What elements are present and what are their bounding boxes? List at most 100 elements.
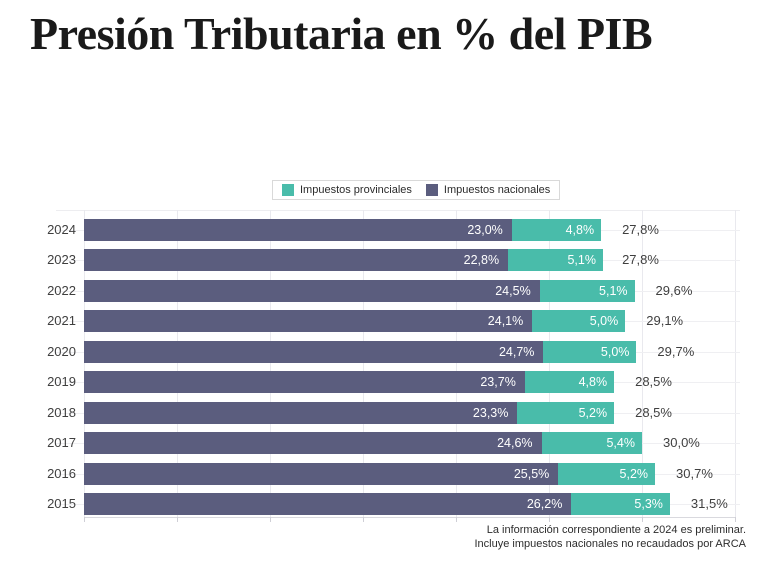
- bar-segment-provinciales: 5,0%: [543, 340, 637, 363]
- bar-segment-nacionales: 23,7%: [84, 371, 525, 393]
- chart-row: 2023 22,8% 5,1% 27,8%: [0, 249, 768, 271]
- bar-segment-nacionales: 23,0%: [84, 218, 512, 241]
- chart-row: 2017 24,6% 5,4% 30,0%: [0, 432, 768, 454]
- year-label: 2017: [47, 435, 76, 450]
- bar-segment-provinciales: 4,8%: [511, 218, 602, 241]
- value-label-provinciales: 4,8%: [578, 375, 608, 389]
- vertical-gridline: [84, 210, 85, 517]
- value-label-nacionales: 26,2%: [526, 497, 563, 511]
- value-label-provinciales: 5,2%: [578, 405, 608, 420]
- legend-swatch-nacionales-icon: [425, 184, 438, 196]
- vertical-gridline: [642, 210, 643, 517]
- value-label-provinciales: 5,1%: [567, 253, 596, 267]
- value-label-provinciales: 5,2%: [619, 466, 649, 481]
- bar-track: 23,7% 4,8%: [84, 371, 735, 393]
- value-label-nacionales: 23,3%: [472, 405, 509, 420]
- bar-track: 25,5% 5,2%: [84, 462, 735, 485]
- bar-segment-nacionales: 24,5%: [84, 279, 540, 302]
- year-label: 2021: [47, 313, 76, 328]
- year-label: 2015: [47, 496, 76, 511]
- bar-segment-provinciales: 4,8%: [524, 371, 615, 393]
- bar-track: 26,2% 5,3%: [84, 493, 735, 515]
- legend-label-provinciales: Impuestos provinciales: [300, 184, 412, 196]
- x-axis-tick: [270, 517, 271, 522]
- bar-segment-provinciales: 5,1%: [508, 249, 603, 271]
- vertical-gridline: [456, 210, 457, 517]
- x-axis-tick: [84, 517, 85, 522]
- footnote-line-1: La información correspondiente a 2024 es…: [486, 524, 746, 536]
- footnote: La información correspondiente a 2024 es…: [475, 524, 747, 551]
- bar-track: 24,1% 5,0%: [84, 310, 735, 332]
- chart-row: 2020 24,7% 5,0% 29,7%: [0, 340, 768, 363]
- value-label-nacionales: 22,8%: [463, 253, 500, 267]
- total-label: 30,0%: [663, 435, 700, 450]
- total-label: 29,7%: [657, 343, 695, 359]
- x-axis-tick: [363, 517, 364, 522]
- bar-track: 24,5% 5,1%: [84, 279, 735, 302]
- bar-segment-nacionales: 24,6%: [84, 432, 542, 454]
- value-label-nacionales: 24,5%: [495, 283, 531, 298]
- chart-row: 2022 24,5% 5,1% 29,6%: [0, 279, 768, 302]
- plot-top-border: [56, 210, 740, 211]
- chart-row: 2021 24,1% 5,0% 29,1%: [0, 310, 768, 332]
- bar-track: 24,6% 5,4%: [84, 432, 735, 454]
- bar-track: 22,8% 5,1%: [84, 249, 735, 271]
- year-label: 2016: [47, 465, 76, 481]
- value-label-provinciales: 5,1%: [599, 283, 628, 298]
- footnote-line-2: Incluye impuestos nacionales no recaudad…: [474, 537, 747, 550]
- total-label: 28,5%: [635, 404, 672, 420]
- bar-segment-provinciales: 5,2%: [517, 401, 615, 424]
- total-label: 31,5%: [690, 496, 728, 511]
- value-label-nacionales: 24,1%: [487, 314, 524, 328]
- bar-segment-provinciales: 5,1%: [539, 279, 635, 302]
- year-label: 2019: [47, 374, 76, 389]
- bar-segment-nacionales: 25,5%: [84, 462, 559, 485]
- bar-track: 24,7% 5,0%: [84, 340, 735, 363]
- value-label-nacionales: 25,5%: [513, 466, 550, 481]
- value-label-nacionales: 23,7%: [480, 375, 516, 389]
- bar-segment-nacionales: 26,2%: [84, 493, 572, 515]
- legend-swatch-provinciales-icon: [282, 184, 294, 196]
- value-label-nacionales: 23,0%: [467, 222, 503, 237]
- legend-item-nacionales: Impuestos nacionales: [425, 184, 551, 196]
- vertical-gridline: [270, 210, 271, 517]
- bar-segment-provinciales: 5,3%: [571, 493, 670, 515]
- legend-label-nacionales: Impuestos nacionales: [443, 184, 551, 196]
- value-label-provinciales: 4,8%: [565, 222, 595, 237]
- year-label: 2020: [47, 343, 76, 359]
- chart-row: 2016 25,5% 5,2% 30,7%: [0, 462, 768, 485]
- x-axis-tick: [177, 517, 178, 522]
- chart-row: 2018 23,3% 5,2% 28,5%: [0, 401, 768, 424]
- bar-segment-provinciales: 5,4%: [541, 432, 642, 454]
- value-label-nacionales: 24,7%: [498, 344, 535, 359]
- page-title: Presión Tributaria en % del PIB: [30, 8, 653, 59]
- value-label-provinciales: 5,0%: [589, 314, 619, 328]
- value-label-nacionales: 24,6%: [497, 436, 533, 450]
- bar-track: 23,0% 4,8%: [84, 218, 735, 241]
- bar-segment-provinciales: 5,0%: [532, 310, 626, 332]
- bar-segment-nacionales: 24,1%: [84, 310, 533, 332]
- vertical-gridline: [363, 210, 364, 517]
- x-axis-tick: [642, 517, 643, 522]
- value-label-provinciales: 5,4%: [606, 436, 635, 450]
- bar-segment-nacionales: 22,8%: [84, 249, 509, 271]
- year-label: 2023: [47, 252, 76, 267]
- legend: Impuestos provinciales Impuestos naciona…: [272, 180, 561, 200]
- total-label: 29,1%: [646, 313, 684, 328]
- vertical-gridline: [177, 210, 178, 517]
- x-axis-tick: [735, 517, 736, 522]
- x-axis-line: [84, 517, 735, 518]
- total-label: 27,8%: [622, 252, 659, 267]
- vertical-gridline: [735, 210, 736, 517]
- bar-segment-nacionales: 23,3%: [84, 401, 518, 424]
- chart-row: 2024 23,0% 4,8% 27,8%: [0, 218, 768, 241]
- year-label: 2022: [47, 282, 76, 298]
- total-label: 29,6%: [655, 282, 693, 298]
- vertical-gridline: [549, 210, 550, 517]
- bar-track: 23,3% 5,2%: [84, 401, 735, 424]
- chart-row: 2019 23,7% 4,8% 28,5%: [0, 371, 768, 393]
- legend-item-provinciales: Impuestos provinciales: [282, 184, 412, 196]
- total-label: 30,7%: [676, 465, 713, 481]
- total-label: 27,8%: [622, 221, 659, 237]
- value-label-provinciales: 5,0%: [600, 344, 630, 359]
